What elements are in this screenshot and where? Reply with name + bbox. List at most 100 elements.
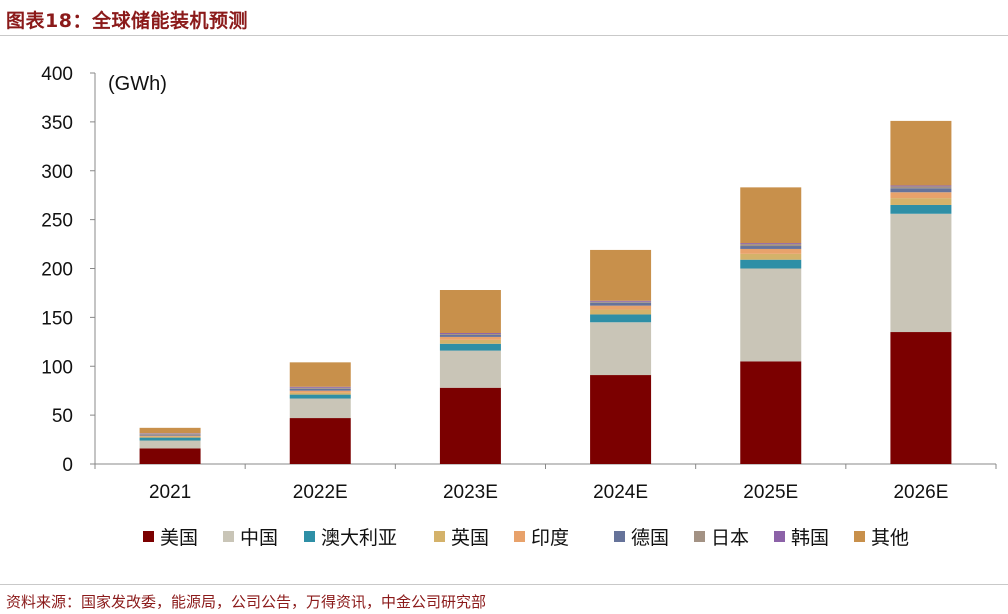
x-tick-label: 2025E [743,482,798,503]
x-tick-label: 2024E [593,482,648,503]
bar-segment [439,333,501,334]
bar-segment [289,392,351,395]
bar-segment [740,187,802,244]
bar-segment [590,375,652,464]
legend-item: 中国 [223,527,278,549]
bar-segment [289,388,351,391]
legend-swatch [434,531,445,542]
bar-segment [139,436,201,438]
bar-segment [890,185,952,187]
bar-segment [740,268,802,362]
bottom-divider [0,584,1008,585]
bar-segment [890,198,952,205]
legend-swatch [694,531,705,542]
bar-segment [590,300,652,302]
bar-segment [439,387,501,464]
legend-label: 其他 [871,527,909,549]
bar-segment [289,386,351,388]
legend-label: 澳大利亚 [321,527,397,549]
legend-item: 澳大利亚 [304,527,397,549]
x-tick-label: 2023E [443,482,498,503]
bar-segment [139,433,201,435]
chart-title: 图表18：全球储能装机预测 [6,10,248,32]
legend-item: 日本 [694,527,749,549]
y-tick-label: 50 [52,406,73,427]
bar-segment [289,398,351,419]
bar-segment [439,350,501,388]
y-tick-label: 100 [41,357,73,378]
y-tick-label: 400 [41,64,73,85]
legend-item: 其他 [854,527,909,549]
bar-segment [740,243,802,245]
bar-segment [139,440,201,449]
bar-segment [590,314,652,323]
legend-item: 印度 [514,527,569,549]
bar-segment [740,246,802,249]
bar-segment [439,339,501,344]
y-tick-label: 200 [41,260,73,281]
legend-label: 韩国 [791,527,829,549]
x-tick-label: 2021 [149,482,191,503]
legend-label: 印度 [531,527,569,549]
bar-segment [289,390,351,393]
bar-segment [740,248,802,254]
bar-segment [740,244,802,247]
bar-segment [439,343,501,351]
legend-item: 韩国 [774,527,829,549]
bar-segment [439,333,501,335]
bar-segment [590,302,652,306]
legend-swatch [614,531,625,542]
bar-segment [139,434,201,436]
bar-segment [740,253,802,260]
y-tick-label: 350 [41,113,73,134]
bar-segment [139,448,201,464]
bar-segment [439,290,501,334]
legend-swatch [304,531,315,542]
bar-segment [139,427,201,434]
y-tick-label: 250 [41,211,73,232]
bar-segment [590,309,652,315]
bar-segment [590,305,652,310]
bar-segment [139,435,201,437]
legend-swatch [143,531,154,542]
bar-segment [590,322,652,376]
bar-segment [289,418,351,464]
legend-swatch [223,531,234,542]
legend-label: 英国 [451,527,489,549]
legend-swatch [774,531,785,542]
bar-segment [139,437,201,441]
y-tick-label: 300 [41,162,73,183]
legend-label: 中国 [240,527,278,549]
bar-segment [289,362,351,387]
bar-segment [590,301,652,303]
x-tick-label: 2022E [293,482,348,503]
y-axis: 0 50 100 150 200 250 300 350 400 [41,64,96,476]
legend-item: 德国 [614,527,669,549]
bar-segment [890,120,952,186]
bar-segment [740,259,802,269]
bar-segment [740,361,802,464]
bar-segment [890,192,952,199]
bar-segment [439,336,501,340]
top-divider [0,35,1008,36]
legend-item: 美国 [143,527,198,549]
bars [139,120,952,464]
y-tick-label: 0 [62,455,73,476]
x-axis: 2021 2022E 2023E 2024E 2025E 2026E [94,463,997,503]
bar-segment [890,186,952,189]
legend-label: 德国 [631,527,669,549]
bar-segment [890,204,952,214]
x-tick-label: 2026E [893,482,948,503]
bar-segment [890,332,952,464]
bar-segment [890,188,952,193]
bar-segment [289,387,351,389]
legend-label: 日本 [711,527,749,549]
bar-segment [289,394,351,399]
legend-item: 英国 [434,527,489,549]
unit-label: (GWh) [108,73,167,95]
legend-label: 美国 [160,527,198,549]
legend-swatch [514,531,525,542]
source-note: 资料来源：国家发改委，能源局，公司公告，万得资讯，中金公司研究部 [6,593,487,611]
bar-segment [439,334,501,337]
